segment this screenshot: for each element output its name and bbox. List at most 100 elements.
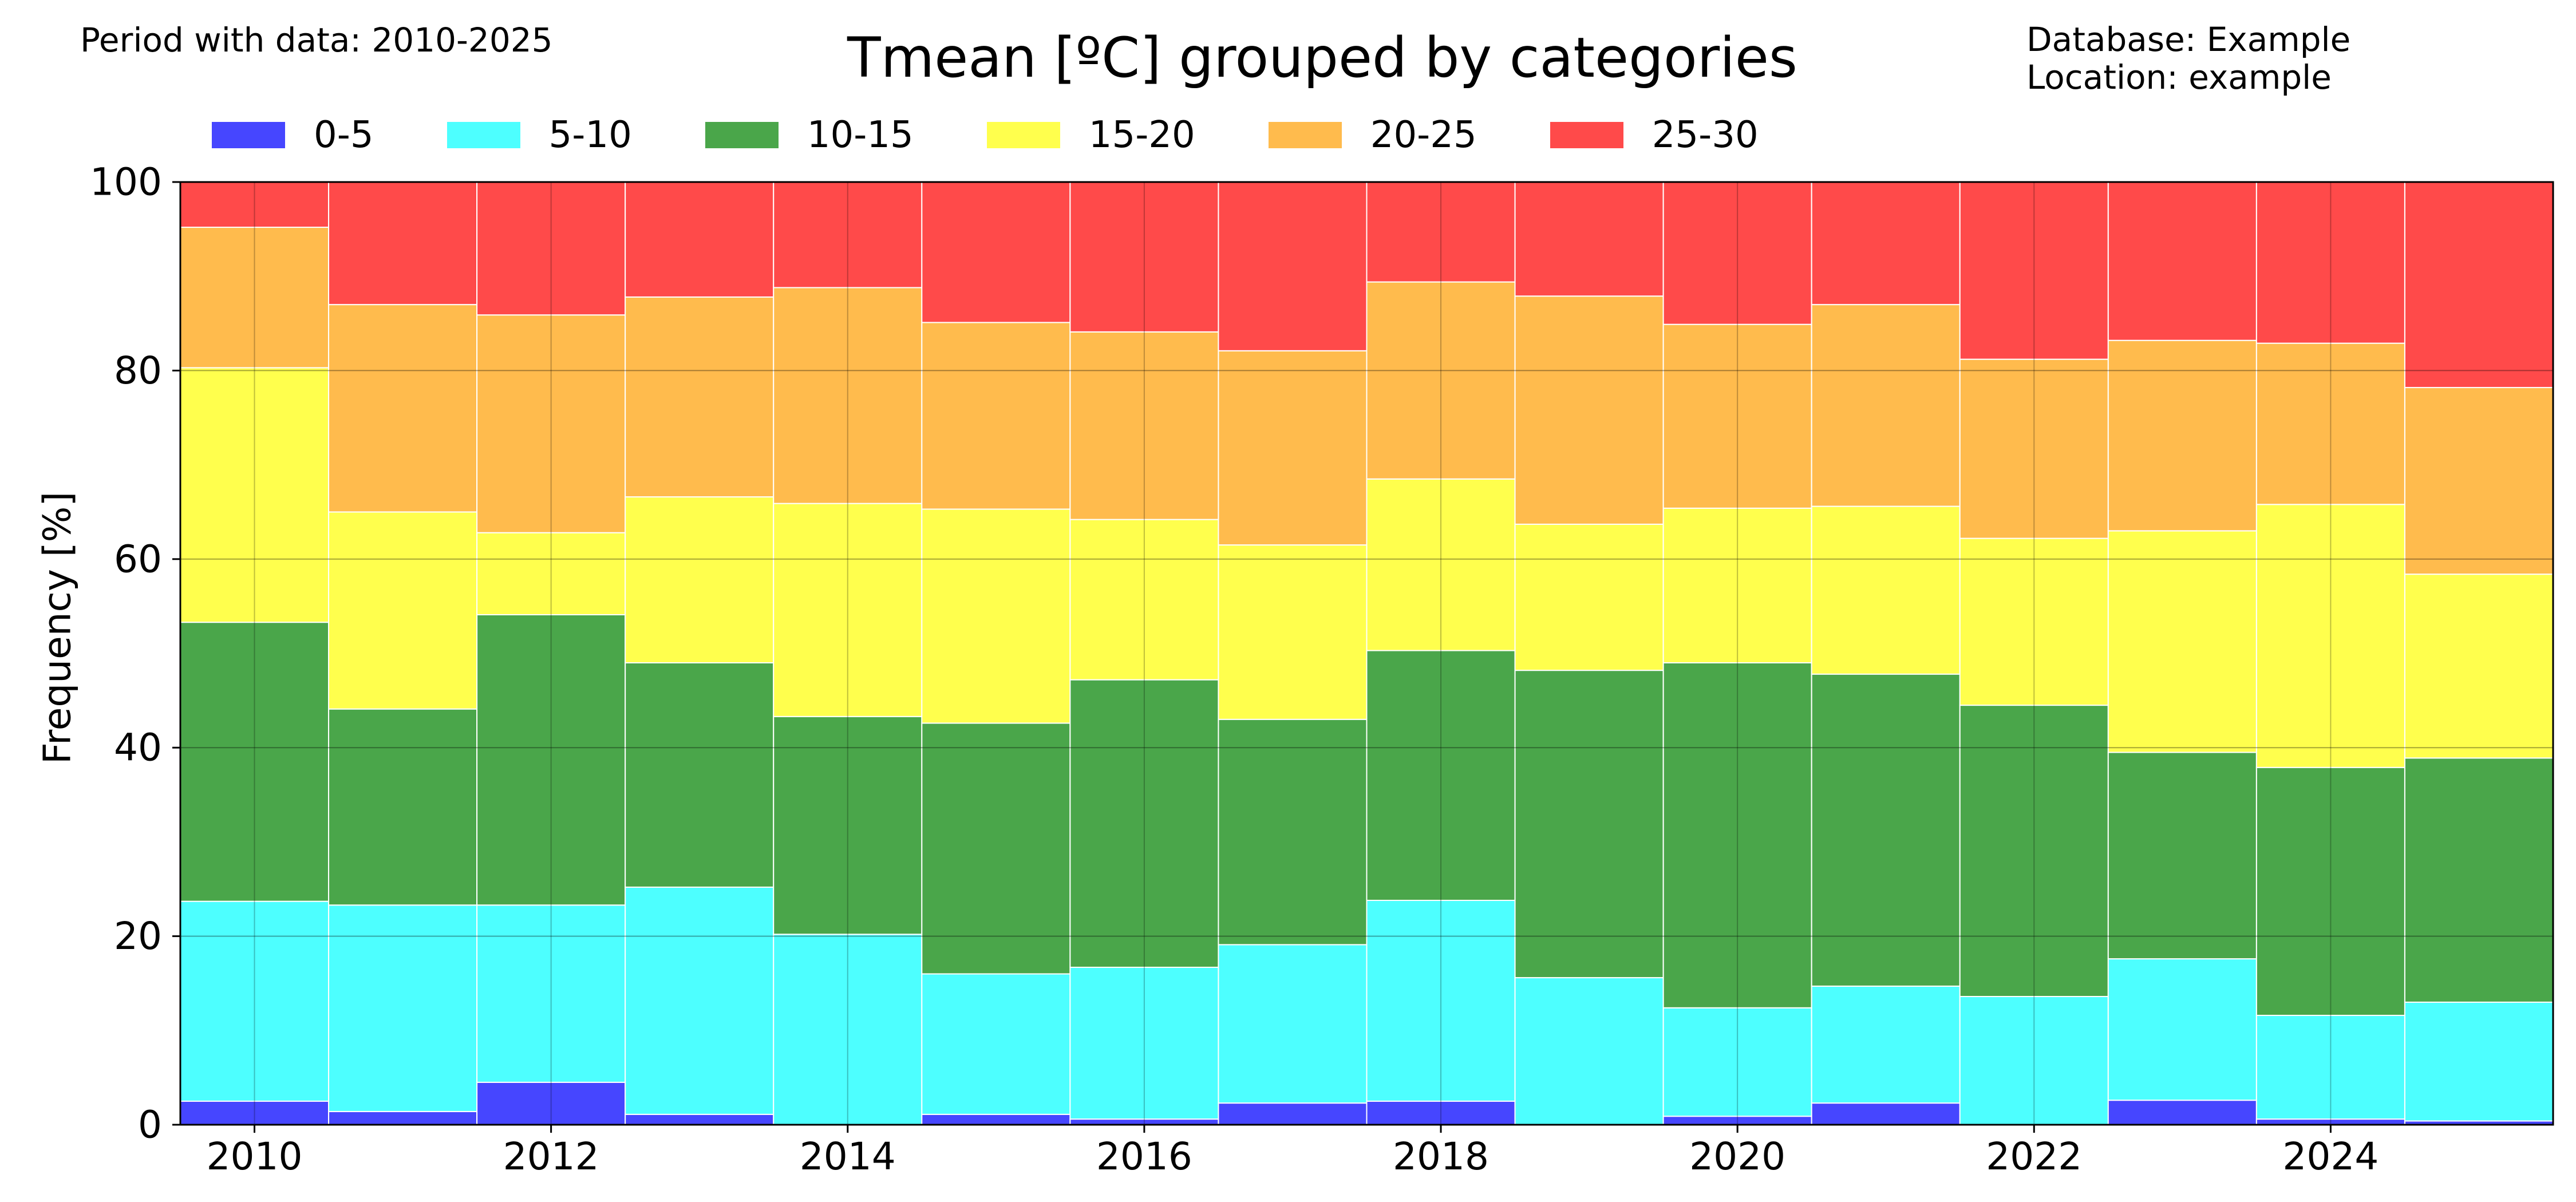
bar-segment (180, 367, 330, 623)
bar-segment (1514, 670, 1664, 979)
bar-segment (1811, 304, 1961, 507)
bar-segment (2107, 181, 2257, 341)
legend-label: 15-20 (1088, 114, 1195, 156)
plot-frame (179, 181, 2554, 1126)
bar-segment (625, 886, 775, 1115)
bar-segment (1514, 295, 1664, 525)
bar-segment (180, 900, 330, 1102)
database-text: Database: Example (2026, 20, 2351, 59)
bar-segment (1366, 650, 1516, 902)
bar-segment (1959, 537, 2109, 706)
bar-segment (773, 287, 923, 504)
bar-segment (476, 614, 626, 906)
bar-segment (1069, 966, 1219, 1120)
bar-segment (2255, 342, 2405, 505)
x-tick-label: 2012 (503, 1134, 599, 1179)
bar-segment (1069, 519, 1219, 681)
legend-label: 5-10 (548, 114, 632, 156)
legend-swatch (1268, 122, 1342, 148)
y-tick-label: 60 (114, 537, 162, 581)
bar-segment (1366, 478, 1516, 651)
bar-segment (1069, 679, 1219, 968)
bar-segment (476, 904, 626, 1083)
bar-segment (328, 904, 478, 1112)
bar-segment (1366, 281, 1516, 480)
bar-segment (625, 1113, 775, 1126)
bar-segment (1218, 350, 1368, 546)
bar-segment (1811, 505, 1961, 675)
x-tick-label: 2014 (800, 1134, 896, 1179)
x-tick-label: 2016 (1096, 1134, 1192, 1179)
x-tick-label: 2022 (1986, 1134, 2082, 1179)
y-tick-label: 0 (138, 1103, 162, 1147)
bar-segment (328, 708, 478, 906)
bar-segment (1069, 181, 1219, 333)
bar-segment (328, 304, 478, 513)
bar-segment (180, 227, 330, 369)
bar-segment (1811, 181, 1961, 306)
bar-segment (476, 1081, 626, 1126)
legend-label: 10-15 (807, 114, 914, 156)
bar-segment (773, 503, 923, 717)
bar-segment (1218, 544, 1368, 720)
bar-segment (1514, 523, 1664, 671)
bar-segment (2255, 766, 2405, 1016)
bar-segment (328, 511, 478, 710)
bar-segment (625, 496, 775, 663)
location-text: Location: example (2026, 58, 2332, 97)
x-tick-label: 2010 (207, 1134, 303, 1179)
legend-item: 10-15 (705, 114, 914, 156)
bar-segment (1959, 996, 2109, 1126)
bar-segment (1811, 673, 1961, 987)
bar-segment (625, 662, 775, 888)
bar-segment (1218, 181, 1368, 351)
bar-segment (180, 181, 330, 228)
bar-segment (1811, 1102, 1961, 1126)
bar-segment (328, 1110, 478, 1126)
bar-segment (1959, 358, 2109, 539)
bar-segment (328, 181, 478, 306)
bar-segment (1218, 944, 1368, 1104)
bar-segment (1662, 181, 1812, 325)
bar-segment (921, 508, 1071, 724)
bar-segment (921, 181, 1071, 323)
legend-item: 25-30 (1550, 114, 1759, 156)
legend-label: 25-30 (1652, 114, 1759, 156)
legend-swatch (705, 122, 779, 148)
bar-segment (2404, 574, 2554, 759)
bar-segment (1662, 507, 1812, 663)
legend-swatch (212, 122, 285, 148)
legend: 0-5 5-10 10-15 15-20 20-25 25-30 (212, 112, 1759, 158)
legend-swatch (1550, 122, 1623, 148)
bar-segment (1811, 985, 1961, 1104)
bar-segment (773, 934, 923, 1126)
bar-segment (921, 973, 1071, 1115)
legend-item: 15-20 (986, 114, 1195, 156)
bar-segment (2404, 387, 2554, 575)
y-tick-label: 80 (114, 349, 162, 393)
legend-swatch (986, 122, 1060, 148)
bar-segment (625, 181, 775, 298)
bar-segment (2404, 757, 2554, 1003)
legend-swatch (447, 122, 520, 148)
bar-segment (1366, 181, 1516, 283)
bar-segment (2107, 530, 2257, 753)
legend-item: 5-10 (447, 114, 632, 156)
bar-segment (1662, 662, 1812, 1009)
legend-item: 0-5 (212, 114, 374, 156)
bar-segment (1959, 181, 2109, 360)
bar-segment (476, 181, 626, 316)
bar-segment (2404, 1001, 2554, 1122)
legend-item: 20-25 (1268, 114, 1477, 156)
y-tick-label: 40 (114, 726, 162, 770)
x-tick-label: 2018 (1393, 1134, 1489, 1179)
bar-segment (2255, 1014, 2405, 1120)
bar-segment (921, 1113, 1071, 1126)
x-tick-label: 2024 (2282, 1134, 2379, 1179)
bar-segment (2404, 181, 2554, 389)
chart-title: Tmean [ºC] grouped by categories (847, 26, 1797, 90)
bar-segment (2107, 752, 2257, 960)
bar-segment (1218, 718, 1368, 946)
y-tick-label: 100 (90, 160, 162, 204)
